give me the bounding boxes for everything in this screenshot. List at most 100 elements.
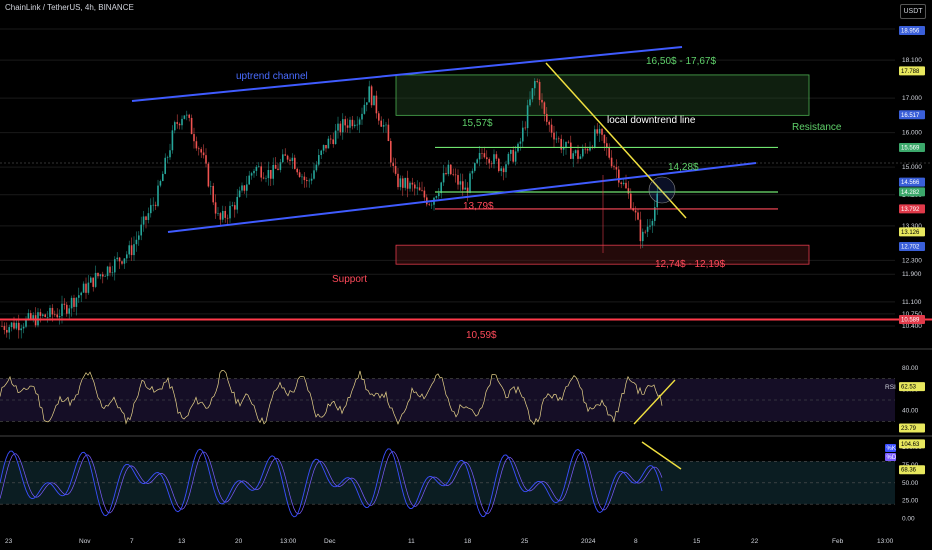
stoch-tick-label: 50.00 <box>902 480 919 487</box>
candle-body <box>356 124 358 126</box>
candle-body <box>630 193 632 209</box>
candle-body <box>474 163 476 171</box>
candle-body <box>606 143 608 148</box>
candle-body <box>178 123 181 126</box>
price-tick-label: 10.400 <box>902 323 922 330</box>
candle-body <box>550 124 553 133</box>
candle-body <box>116 257 118 260</box>
annotation-label: 15,57$ <box>462 118 493 129</box>
currency-label[interactable]: USDT <box>900 4 926 19</box>
candle-body <box>457 175 459 185</box>
time-axis: 23 Nov 7 13 20 13:00 Dec 11 18 25 2024 8 15 22 Feb 13:0… <box>5 538 894 545</box>
candle-body <box>111 272 114 274</box>
candle-body <box>138 235 140 240</box>
candle-body <box>649 225 651 227</box>
candle-body <box>154 204 157 206</box>
price-badge-label: 14.282 <box>901 190 920 196</box>
stoch-legend-swatch <box>885 444 896 452</box>
candle-body <box>507 153 510 165</box>
candle-body <box>394 165 397 174</box>
candle-body <box>438 193 440 197</box>
candle-body <box>421 190 423 191</box>
price-badge-label: 12.702 <box>901 245 920 251</box>
candle-body <box>642 231 644 242</box>
candle-body <box>301 176 303 178</box>
price-badge <box>899 177 925 187</box>
candle-body <box>435 196 438 198</box>
candle-body <box>450 164 452 175</box>
candle-body <box>27 313 30 319</box>
candle-body <box>99 274 102 277</box>
candle-body <box>361 113 363 120</box>
candle-body <box>608 147 610 158</box>
candle-body <box>447 164 450 175</box>
rsi-badge <box>899 423 925 433</box>
candle-body <box>241 185 243 191</box>
candle-body <box>339 123 342 133</box>
candle-body <box>306 180 308 182</box>
candle-body <box>502 168 505 173</box>
candle-body <box>188 114 190 118</box>
stoch-tick-label: 0.00 <box>902 515 915 522</box>
stoch-badge-label: 104.63 <box>901 442 920 448</box>
stoch-d-line <box>0 451 663 515</box>
candle-body <box>212 185 214 203</box>
candle-body <box>282 154 284 163</box>
candle-body <box>620 182 622 184</box>
candle-body <box>618 169 620 183</box>
candle-body <box>294 157 296 169</box>
candle-body <box>68 308 70 314</box>
candle-body <box>207 163 210 187</box>
annotation-label: 16,50$ - 17,67$ <box>646 56 716 67</box>
candle-body <box>176 122 178 124</box>
candle-body <box>488 159 490 164</box>
candle-body <box>534 81 536 89</box>
candle-body <box>442 173 445 183</box>
candle-body <box>92 277 94 287</box>
candle-body <box>404 177 406 188</box>
rsi-badge-label: 23.79 <box>901 426 917 432</box>
local-downtrend-line <box>545 62 687 219</box>
candle-body <box>349 119 351 128</box>
candle-body <box>195 141 198 149</box>
candle-body <box>586 148 589 151</box>
candle-body <box>567 141 570 143</box>
candle-body <box>375 95 378 114</box>
candle-body <box>500 168 502 172</box>
stoch-badge <box>899 439 925 449</box>
candle-body <box>166 157 169 158</box>
candle-body <box>584 148 586 150</box>
price-badge-label: 15.569 <box>901 145 920 151</box>
candle-body <box>6 329 8 333</box>
price-badge-label: 10.589 <box>901 317 920 323</box>
candle-body <box>577 150 579 159</box>
candle-body <box>18 322 20 331</box>
candle-body <box>169 150 171 158</box>
candle-body <box>279 162 282 170</box>
highlight-circle <box>648 176 676 204</box>
candle-body <box>536 81 538 82</box>
candle-body <box>303 176 306 181</box>
candle-body <box>483 153 486 158</box>
candle-body <box>466 187 469 193</box>
candle-body <box>546 113 548 122</box>
price-badge-label: 17.788 <box>901 69 920 75</box>
candle-body <box>344 119 346 126</box>
candle-body <box>392 162 394 166</box>
candle-body <box>373 95 375 106</box>
candle-body <box>97 272 99 277</box>
candle-body <box>296 168 298 173</box>
candle-body <box>354 124 356 127</box>
candle-body <box>262 177 265 179</box>
stoch-trendline <box>641 441 682 470</box>
candle-body <box>656 193 658 208</box>
candle-body <box>231 205 234 206</box>
candle-body <box>10 322 13 328</box>
candle-body <box>8 327 10 333</box>
candle-body <box>32 315 34 320</box>
price-tick-label: 12.300 <box>902 257 922 264</box>
price-badge-label: 18.956 <box>901 29 920 35</box>
candle-body <box>382 125 385 127</box>
candle-body <box>406 177 409 189</box>
